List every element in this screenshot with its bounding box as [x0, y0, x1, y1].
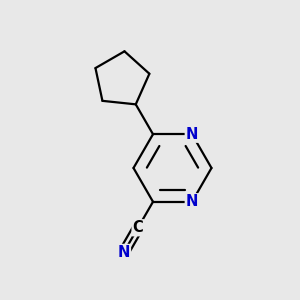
- Text: C: C: [133, 220, 143, 235]
- Text: N: N: [118, 245, 130, 260]
- Text: N: N: [186, 194, 198, 209]
- Text: N: N: [186, 127, 198, 142]
